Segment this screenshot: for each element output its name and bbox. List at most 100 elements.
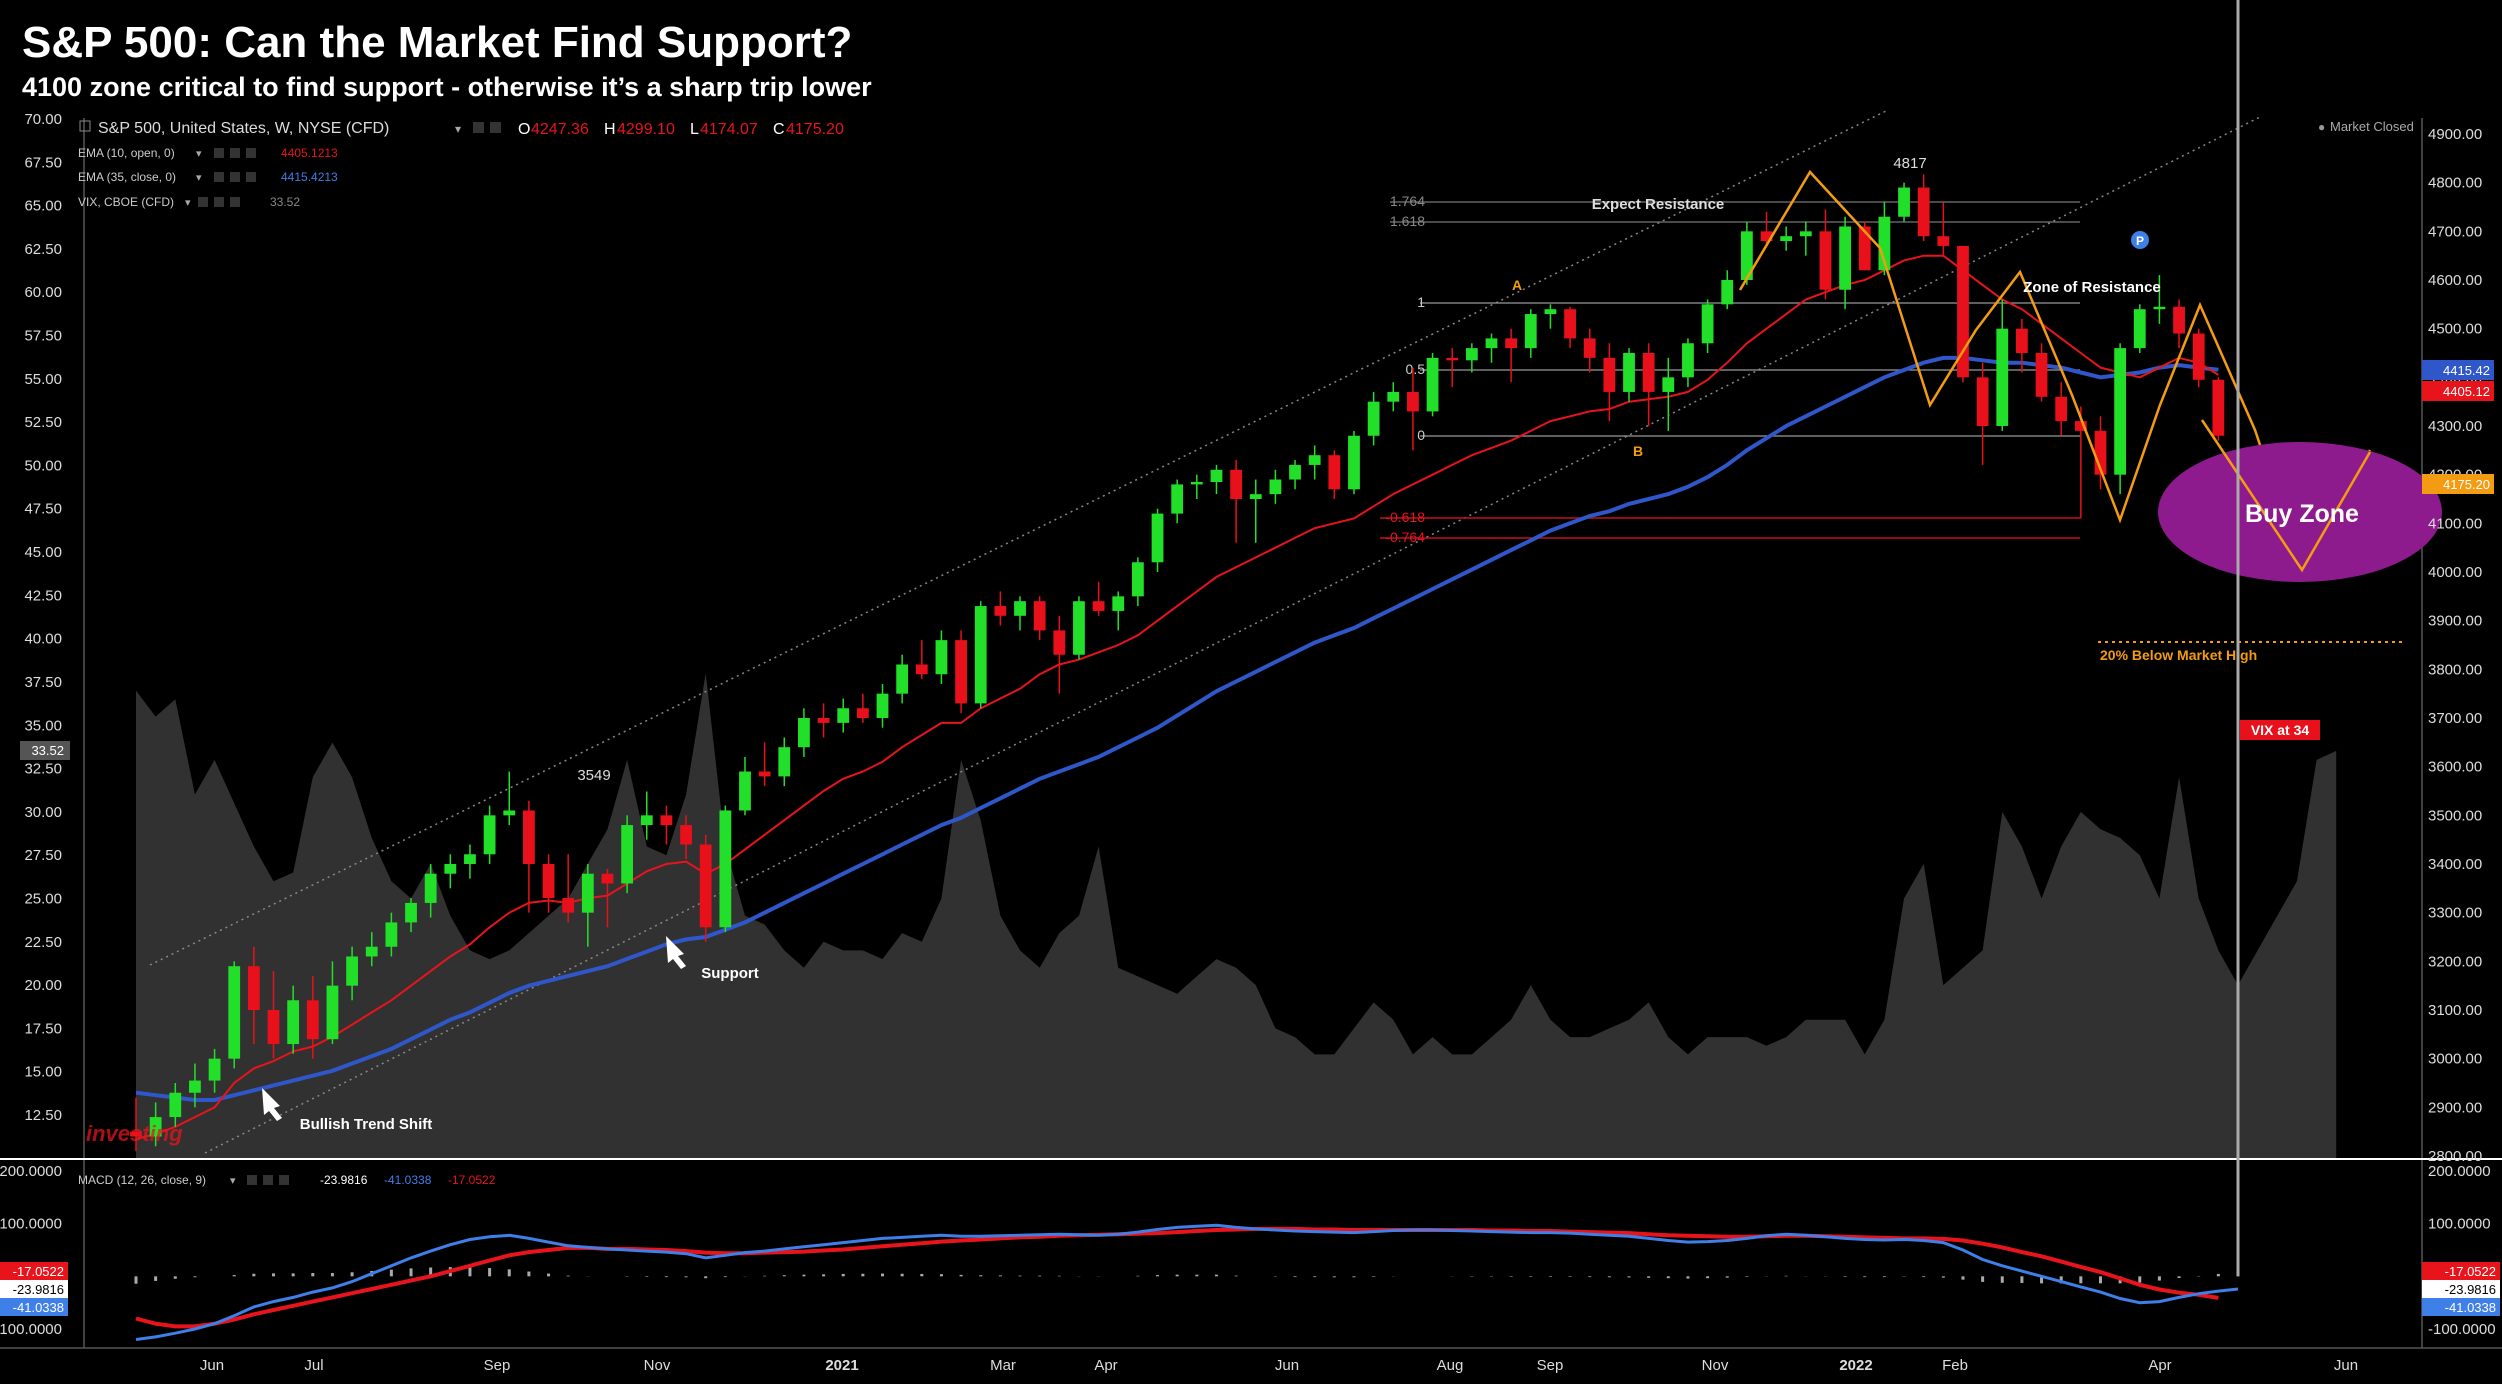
- candle: [444, 854, 457, 889]
- candle-body: [1623, 353, 1635, 392]
- candle: [935, 630, 948, 684]
- vix-tick-label: 47.50: [24, 501, 62, 518]
- legend-vix-dropdown-icon[interactable]: ▾: [185, 197, 191, 209]
- time-tick-label: Aug: [1437, 1357, 1464, 1374]
- time-axis[interactable]: Jun Jul Sep Nov 2021 Mar Apr Jun Aug Sep Nov 2022 Fe…: [200, 1357, 2358, 1374]
- candle-body: [1996, 328, 2009, 426]
- candle-body: [1328, 455, 1341, 490]
- candle: [562, 854, 575, 923]
- market-closed-label: Market Closed: [2330, 119, 2414, 134]
- candle-body: [2074, 421, 2087, 431]
- price-tick-label: 4500.00: [2428, 321, 2482, 338]
- legend-macd-visibility-icon[interactable]: [263, 1175, 273, 1185]
- candle-body: [660, 815, 673, 826]
- macd-left-tag-macd-label: -23.9816: [13, 1282, 64, 1297]
- close-price-tag-label: 4175.20: [2443, 477, 2490, 492]
- candle: [896, 654, 909, 704]
- candle: [1564, 306, 1576, 349]
- vix-axis[interactable]: 70.00 67.50 65.00 62.50 60.00 57.50 55.00 52.50…: [24, 111, 62, 1124]
- candle: [542, 854, 555, 913]
- legend-ema35-remove-icon[interactable]: [246, 172, 256, 182]
- candle: [1996, 299, 2009, 431]
- legend-hide-icon[interactable]: [490, 122, 501, 133]
- legend-ema10-dropdown-icon[interactable]: ▾: [196, 148, 202, 160]
- candle: [385, 912, 398, 957]
- vix-tick-label: 20.00: [24, 977, 62, 994]
- legend-ema10-settings-icon[interactable]: [214, 148, 224, 158]
- legend-macd-remove-icon[interactable]: [279, 1175, 289, 1185]
- event-marker-icon[interactable]: [2131, 231, 2149, 249]
- candle: [1642, 343, 1655, 426]
- candle: [346, 946, 358, 1001]
- price-tick-label: 4700.00: [2428, 223, 2482, 240]
- time-tick-label: 2022: [1839, 1357, 1872, 1374]
- price-axis[interactable]: 4900.004800.004700.004600.004500.004400.…: [2428, 126, 2482, 1165]
- vix-area-path: [136, 673, 2337, 1158]
- candle-body: [1269, 479, 1282, 495]
- macd-axis[interactable]: 200.0000 100.0000 -100.0000 200.0000 100.000…: [0, 1163, 2496, 1338]
- ema10-price-tag-label: 4405.12: [2443, 384, 2490, 399]
- legend-ema10-visibility-icon[interactable]: [230, 148, 240, 158]
- candle: [876, 683, 889, 728]
- macd-left-tick-label: -100.0000: [0, 1321, 62, 1338]
- vix-tick-label: 62.50: [24, 241, 62, 258]
- ema10-line: [135, 254, 2219, 1140]
- legend-collapse-icon[interactable]: [79, 120, 91, 132]
- vix-tick-label: 52.50: [24, 414, 62, 431]
- legend-ema35-settings-icon[interactable]: [214, 172, 224, 182]
- investing-watermark: investing: [86, 1121, 183, 1146]
- candle-body: [994, 606, 1007, 616]
- candle-body: [915, 664, 928, 675]
- price-tick-label: 4900.00: [2428, 126, 2482, 143]
- legend-macd-dropdown-icon[interactable]: ▾: [230, 1175, 236, 1187]
- legend-dropdown-icon[interactable]: ▾: [455, 122, 461, 136]
- vix-tick-label: 17.50: [24, 1020, 62, 1037]
- candle-body: [1073, 601, 1085, 655]
- fib-label-05: 0.5: [1406, 361, 1426, 377]
- legend-ema10-remove-icon[interactable]: [246, 148, 256, 158]
- macd-left-tag-signal-label: -41.0338: [13, 1300, 64, 1315]
- candle-body: [542, 864, 555, 899]
- legend-ema35-dropdown-icon[interactable]: ▾: [196, 172, 202, 184]
- candle: [640, 791, 653, 840]
- close-price-tag: [2422, 474, 2494, 494]
- candle: [1367, 391, 1380, 446]
- candle: [267, 971, 280, 1059]
- candle: [169, 1083, 182, 1127]
- legend-low-label: L: [690, 121, 699, 138]
- candle: [1053, 615, 1066, 694]
- fib-label-1618: 1.618: [1390, 213, 1425, 229]
- candle: [798, 708, 810, 757]
- candle: [1603, 343, 1616, 422]
- legend-vix-remove-icon[interactable]: [230, 197, 240, 207]
- bullish-trend-shift-label: Bullish Trend Shift: [300, 1116, 433, 1133]
- candle: [2094, 416, 2107, 490]
- legend-vix-value: 33.52: [270, 195, 300, 209]
- legend-vix-visibility-icon[interactable]: [214, 197, 224, 207]
- candle-body: [758, 771, 771, 777]
- vix-tick-label: 22.50: [24, 934, 62, 951]
- vix-tick-label: 55.00: [24, 371, 62, 388]
- candle-body: [1780, 236, 1793, 242]
- candle-body: [1544, 309, 1557, 315]
- candle: [2055, 382, 2068, 436]
- candle-body: [896, 664, 909, 694]
- vix-current-tag: [20, 741, 70, 760]
- time-tick-label: Jun: [200, 1357, 224, 1374]
- candle-body: [1387, 391, 1400, 402]
- candle-body: [1839, 226, 1851, 290]
- peak-2022-label: 4817: [1893, 155, 1926, 172]
- vix-tick-label: 25.00: [24, 890, 62, 907]
- buy-zone-label: Buy Zone: [2245, 500, 2359, 528]
- legend-macd-settings-icon[interactable]: [247, 1175, 257, 1185]
- ema35-price-tag: [2422, 360, 2494, 380]
- candle-body: [1701, 304, 1714, 344]
- ema-lines: [135, 254, 2219, 1140]
- legend-vix-settings-icon[interactable]: [198, 197, 208, 207]
- candle: [1033, 596, 1046, 641]
- price-tick-label: 4000.00: [2428, 564, 2482, 581]
- candle: [464, 844, 476, 879]
- legend-ema35-visibility-icon[interactable]: [230, 172, 240, 182]
- legend-settings-icon[interactable]: [473, 122, 484, 133]
